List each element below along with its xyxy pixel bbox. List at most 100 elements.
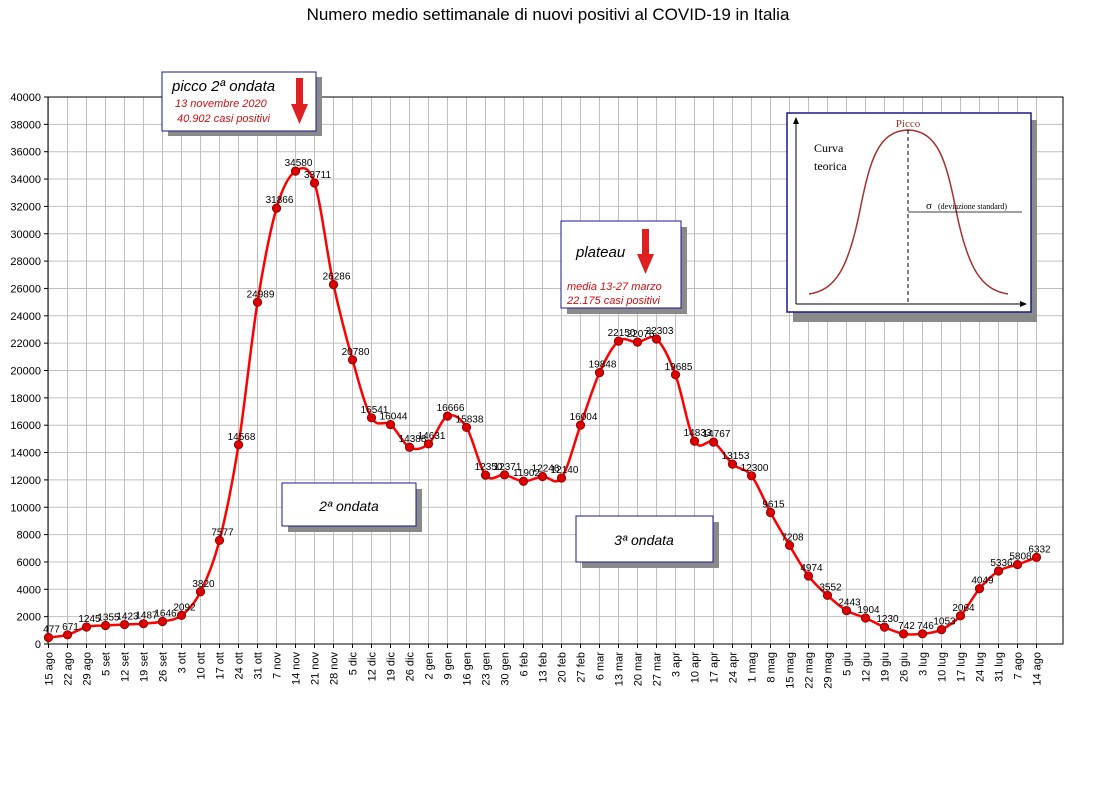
y-tick-label: 0 [35, 639, 41, 651]
data-label: 1053 [933, 617, 956, 628]
data-label: 7208 [781, 532, 804, 543]
data-label: 14833 [684, 428, 712, 439]
data-point [955, 611, 966, 621]
data-label: 1230 [876, 614, 899, 625]
data-point [841, 605, 852, 616]
data-label: 22076 [627, 329, 655, 340]
x-tick-label: 12 set [120, 652, 132, 682]
peak-down-arrow-icon [291, 78, 308, 124]
x-tick-label: 16 gen [462, 652, 474, 686]
x-tick-label: 15 mag [785, 652, 797, 689]
x-tick-label: 31 ott [253, 652, 265, 680]
data-label: 477 [43, 624, 60, 635]
data-point [936, 625, 947, 635]
data-point [518, 476, 529, 486]
y-tick-label: 40000 [10, 92, 41, 104]
data-label: 16666 [437, 403, 465, 414]
data-label: 20780 [342, 347, 370, 358]
wave2-label-box: 2ª ondata [281, 482, 422, 532]
x-tick-label: 10 lug [937, 652, 949, 682]
data-point [271, 203, 282, 213]
data-label: 6332 [1028, 544, 1051, 555]
x-tick-label: 22 ago [63, 652, 75, 686]
data-label: 11902 [513, 468, 541, 479]
y-tick-label: 6000 [17, 557, 41, 569]
data-point [328, 279, 339, 290]
data-label: 1646 [154, 608, 177, 619]
data-label: 14388 [399, 434, 427, 445]
y-tick-label: 2000 [17, 612, 41, 624]
data-label: 16004 [570, 412, 598, 423]
x-axis-ticks: 15 ago 22 ago 29 ago 5 set 12 set 19 set 26 se… [44, 644, 1044, 689]
data-point [746, 471, 757, 481]
data-label: 5336 [990, 558, 1013, 569]
x-tick-label: 12 dic [367, 652, 379, 682]
data-point [556, 473, 567, 483]
data-point [993, 566, 1004, 576]
data-label: 4049 [971, 576, 994, 587]
data-point [537, 471, 548, 482]
wave3-label: 3ª ondata [614, 532, 674, 548]
theoretical-curve-inset: Picco Curva teorica σ (deviazione standa… [786, 112, 1037, 322]
data-label: 26286 [323, 272, 351, 283]
wave3-label-box: 3ª ondata [575, 515, 719, 568]
peak-annotation-date: 13 novembre 2020 [175, 98, 268, 110]
data-label: 12140 [551, 465, 579, 476]
data-point [385, 419, 396, 430]
y-tick-label: 18000 [10, 393, 41, 405]
data-label: 33711 [304, 170, 332, 181]
wave2-label: 2ª ondata [318, 498, 379, 514]
data-point [119, 619, 130, 630]
data-point [974, 584, 985, 594]
data-point [803, 571, 814, 581]
x-tick-label: 5 set [101, 652, 113, 676]
y-tick-label: 4000 [17, 584, 41, 596]
plateau-annotation-box: plateau media 13-27 marzo 22.175 casi po… [560, 220, 687, 314]
data-label: 2064 [952, 603, 975, 614]
inset-curve-label-1: Curva [814, 141, 844, 155]
x-tick-label: 5 giu [842, 652, 854, 676]
data-point [898, 629, 909, 639]
data-point [689, 436, 700, 446]
data-label: 2092 [173, 602, 196, 613]
data-point [157, 616, 168, 627]
data-label: 4974 [800, 563, 823, 574]
data-label: 12371 [494, 462, 522, 473]
x-tick-label: 24 lug [975, 652, 987, 682]
x-tick-label: 2 gen [424, 652, 436, 680]
x-tick-label: 28 nov [329, 652, 341, 686]
x-tick-label: 19 giu [880, 652, 892, 682]
peak-annotation-cases: 40.902 casi positivi [177, 113, 270, 125]
x-tick-label: 1 mag [747, 652, 759, 683]
data-label: 22303 [646, 326, 674, 337]
x-tick-label: 9 gen [443, 652, 455, 680]
plateau-annotation-title: plateau [575, 244, 626, 261]
data-label: 3820 [192, 579, 215, 590]
x-tick-label: 3 apr [671, 652, 683, 677]
data-label: 14568 [228, 432, 256, 443]
data-point [442, 411, 453, 421]
data-label: 1355 [97, 612, 120, 623]
plateau-annotation-period: media 13-27 marzo [567, 281, 662, 293]
inset-curve-label-2: teorica [814, 159, 847, 173]
x-tick-label: 21 nov [310, 652, 322, 686]
x-tick-label: 19 dic [386, 652, 398, 682]
x-tick-label: 24 apr [728, 652, 740, 684]
chart-title: Numero medio settimanale di nuovi positi… [307, 5, 790, 24]
data-point [214, 535, 225, 545]
data-label: 1487 [135, 611, 158, 622]
x-tick-label: 26 set [158, 652, 170, 682]
data-point [195, 587, 206, 597]
data-point [632, 337, 643, 347]
data-point [651, 334, 662, 344]
y-axis-ticks: 0 2000 4000 6000 8000 10000 12000 14000 16000 180… [10, 92, 48, 651]
inset-y-arrow-icon [793, 117, 799, 124]
data-label: 19848 [589, 360, 617, 371]
data-point [765, 507, 776, 518]
x-tick-label: 7 ago [1013, 652, 1025, 680]
x-tick-label: 31 lug [994, 652, 1006, 682]
data-point [860, 613, 871, 623]
x-tick-label: 14 ago [1032, 652, 1044, 686]
x-tick-label: 26 giu [899, 652, 911, 682]
